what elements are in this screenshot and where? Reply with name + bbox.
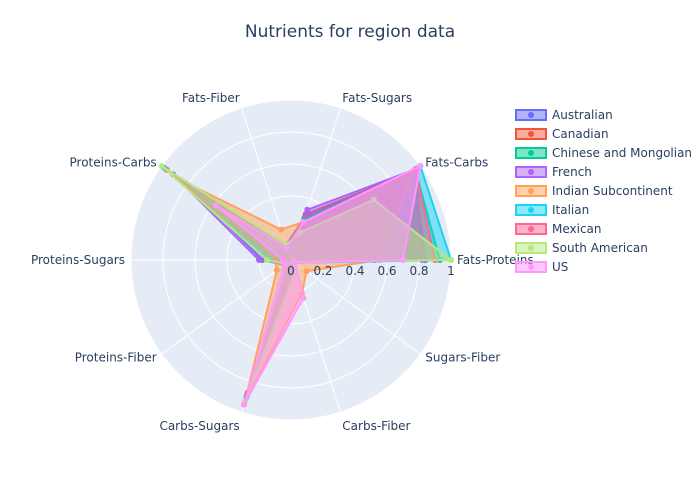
data-point[interactable] <box>280 257 286 263</box>
legend-item[interactable]: Australian <box>515 108 613 122</box>
axis-label: Fats-Proteins <box>457 253 534 267</box>
axis-label: Sugars-Fiber <box>425 351 500 365</box>
legend-label: French <box>552 165 592 179</box>
legend-item[interactable]: Indian Subcontinent <box>515 184 673 198</box>
legend-item[interactable]: South American <box>515 241 648 255</box>
legend-marker <box>528 188 534 194</box>
data-point[interactable] <box>278 226 285 233</box>
legend-marker <box>528 150 534 156</box>
radial-tick-label: 0 <box>287 264 295 278</box>
axis-label: Proteins-Fiber <box>75 351 157 365</box>
data-point[interactable] <box>281 261 288 268</box>
data-point[interactable] <box>304 206 311 213</box>
data-point[interactable] <box>264 257 270 263</box>
grid-spoke <box>161 259 292 355</box>
legend-label: Italian <box>552 203 589 217</box>
axis-label: Fats-Fiber <box>182 91 240 105</box>
axis-label: Fats-Carbs <box>425 155 488 169</box>
legend-marker <box>528 112 534 118</box>
axis-label: Proteins-Carbs <box>70 155 157 169</box>
data-point[interactable] <box>256 257 262 263</box>
legend[interactable]: Australian Canadian Chinese and Mongolian F… <box>515 108 692 274</box>
legend-marker <box>528 226 534 232</box>
axis-label: Proteins-Sugars <box>31 253 125 267</box>
data-point[interactable] <box>241 401 247 408</box>
radial-tick-label: 0.4 <box>345 264 364 278</box>
axis-label: Carbs-Sugars <box>159 419 239 433</box>
data-point[interactable] <box>291 259 298 266</box>
series-layer <box>158 163 454 408</box>
data-point[interactable] <box>448 257 454 263</box>
axis-label: Fats-Sugars <box>342 91 412 105</box>
legend-marker <box>528 169 534 175</box>
radial-tick-label: 1 <box>447 264 455 278</box>
legend-marker <box>528 207 534 213</box>
legend-label: US <box>552 260 568 274</box>
data-point[interactable] <box>303 268 310 275</box>
legend-item[interactable]: Chinese and Mongolian <box>515 146 692 160</box>
legend-marker <box>528 245 534 251</box>
legend-item[interactable]: French <box>515 165 592 179</box>
radial-ticks: 0 0.2 0.4 0.6 0.8 1 <box>287 264 455 278</box>
legend-label: South American <box>552 241 648 255</box>
data-point[interactable] <box>158 163 165 169</box>
data-point[interactable] <box>300 219 307 225</box>
legend-label: Canadian <box>552 127 609 141</box>
grid-spoke <box>290 259 421 355</box>
data-point[interactable] <box>300 295 307 301</box>
data-point[interactable] <box>284 244 290 251</box>
legend-label: Chinese and Mongolian <box>552 146 692 160</box>
series-us[interactable] <box>212 163 424 408</box>
legend-label: Mexican <box>552 222 602 236</box>
legend-item[interactable]: Italian <box>515 203 589 217</box>
data-point[interactable] <box>273 267 280 274</box>
legend-marker <box>528 264 534 270</box>
data-point[interactable] <box>212 202 219 209</box>
radial-tick-label: 0.6 <box>377 264 396 278</box>
chart-title: Nutrients for region data <box>245 22 455 42</box>
data-point[interactable] <box>400 257 406 263</box>
legend-label: Australian <box>552 108 613 122</box>
legend-item[interactable]: Mexican <box>515 222 602 236</box>
axis-label: Carbs-Fiber <box>342 419 410 433</box>
legend-item[interactable]: Canadian <box>515 127 609 141</box>
radial-tick-label: 0.2 <box>313 264 332 278</box>
legend-item[interactable]: US <box>515 260 568 274</box>
legend-label: Indian Subcontinent <box>552 184 673 198</box>
legend-marker <box>528 131 534 137</box>
angular-axis-labels: Fats-Proteins Fats-Carbs Fats-Sugars Fats-F… <box>31 91 534 433</box>
radial-tick-label: 0.8 <box>409 264 428 278</box>
data-point[interactable] <box>417 163 424 169</box>
